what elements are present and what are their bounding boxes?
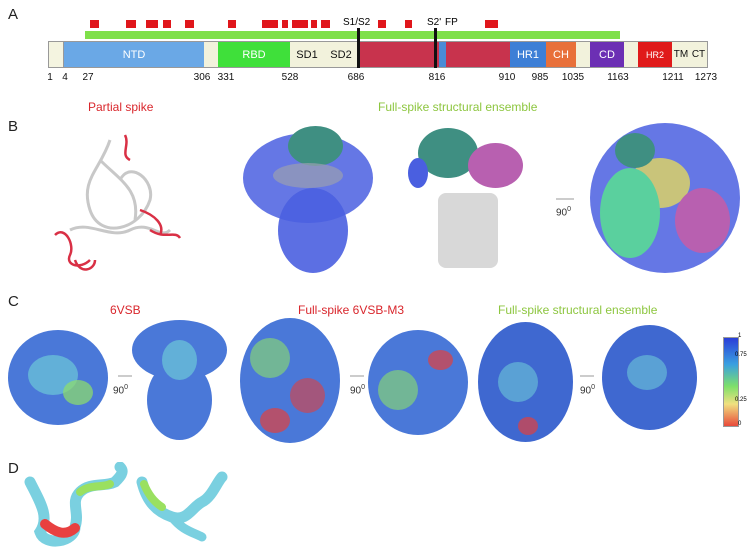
tick-label: 1 bbox=[47, 72, 53, 83]
surface-m3-side bbox=[240, 318, 340, 443]
surface-6vsb-top bbox=[8, 325, 108, 430]
surface-d-left bbox=[24, 462, 128, 547]
red-mark bbox=[228, 20, 236, 28]
tick-label: 985 bbox=[531, 72, 549, 83]
ch-segment: CH bbox=[546, 41, 576, 68]
panel-a-label: A bbox=[8, 6, 19, 23]
c-6vsb-title: 6VSB bbox=[110, 303, 141, 317]
ct-label: CT bbox=[691, 49, 706, 60]
surface-6vsb-side bbox=[132, 320, 227, 440]
ensemble-top-view bbox=[585, 118, 745, 278]
scale-label-bottom: 0 bbox=[738, 421, 742, 427]
sd2-segment: SD2 bbox=[324, 41, 358, 68]
tick-label: 1163 bbox=[607, 72, 629, 83]
tm-segment: TM bbox=[672, 41, 690, 68]
linker-segment bbox=[204, 41, 218, 68]
panel-c-label: C bbox=[8, 293, 19, 310]
red-mark bbox=[321, 20, 330, 28]
red-mark bbox=[405, 20, 412, 28]
rotation-label-c1: 900 bbox=[113, 384, 129, 397]
red-mark bbox=[90, 20, 99, 28]
red-mark bbox=[262, 20, 278, 28]
scale-label-025: 0.25 bbox=[735, 397, 747, 403]
rotation-divider bbox=[580, 375, 594, 377]
ntd-label: NTD bbox=[122, 48, 146, 61]
red-mark bbox=[311, 20, 317, 28]
tick-label: 910 bbox=[498, 72, 516, 83]
c-ensemble-title: Full-spike structural ensemble bbox=[498, 303, 658, 317]
partial-spike-title: Partial spike bbox=[88, 100, 154, 114]
surface-ensemble-top bbox=[602, 325, 697, 430]
ntd-segment: NTD bbox=[64, 41, 204, 68]
rotation-label-b: 900 bbox=[556, 206, 572, 219]
s1s2-label: S1/S2 bbox=[343, 17, 371, 28]
rotation-label-c3: 900 bbox=[580, 384, 596, 397]
tick-label: 4 bbox=[62, 72, 68, 83]
sd1-segment: SD1 bbox=[290, 41, 324, 68]
red-mark bbox=[185, 20, 194, 28]
panel-b-label: B bbox=[8, 118, 19, 135]
tm-label: TM bbox=[673, 49, 689, 60]
sd1-label: SD1 bbox=[296, 48, 318, 61]
red-mark bbox=[378, 20, 386, 28]
tick-label: 528 bbox=[281, 72, 299, 83]
rotation-divider bbox=[556, 198, 574, 200]
hr1-segment: HR1 bbox=[510, 41, 546, 68]
red-mark bbox=[292, 20, 308, 28]
tick-label: 27 bbox=[82, 72, 94, 83]
rbd-segment: RBD bbox=[218, 41, 290, 68]
hr1-label: HR1 bbox=[516, 48, 539, 61]
cd-segment: CD bbox=[590, 41, 624, 68]
cd-label: CD bbox=[599, 48, 615, 61]
s2p-label: S2' bbox=[427, 17, 442, 28]
panel-d-label: D bbox=[8, 460, 19, 477]
coverage-bar bbox=[85, 31, 620, 39]
color-scale-bar bbox=[723, 337, 739, 427]
tick-label: 306 bbox=[193, 72, 211, 83]
s1s2-cleavage-line bbox=[357, 28, 360, 68]
hr2-label: HR2 bbox=[645, 49, 664, 60]
ensemble-side-view bbox=[238, 118, 378, 278]
c-m3-title: Full-spike 6VSB-M3 bbox=[298, 303, 405, 317]
ensemble-side-view-2 bbox=[398, 118, 558, 278]
tick-label: 816 bbox=[428, 72, 446, 83]
surface-m3-top bbox=[368, 330, 468, 435]
red-mark bbox=[146, 20, 158, 28]
rotation-divider bbox=[350, 375, 364, 377]
scale-label-top: 1 bbox=[738, 333, 742, 339]
ensemble-title: Full-spike structural ensemble bbox=[378, 100, 538, 114]
red-mark bbox=[126, 20, 136, 28]
rbd-label: RBD bbox=[242, 48, 266, 61]
sd2-label: SD2 bbox=[330, 48, 352, 61]
tick-label: 331 bbox=[217, 72, 235, 83]
domain-bar-outline bbox=[48, 41, 708, 68]
linker-segment bbox=[576, 41, 590, 68]
tick-label: 686 bbox=[347, 72, 365, 83]
surface-ensemble-side bbox=[478, 322, 573, 442]
scale-label-075: 0.75 bbox=[735, 352, 747, 358]
tick-label: 1035 bbox=[561, 72, 585, 83]
linker-segment bbox=[624, 41, 638, 68]
partial-spike-structure bbox=[54, 134, 182, 271]
tick-label: 1273 bbox=[694, 72, 718, 83]
rotation-label-c2: 900 bbox=[350, 384, 366, 397]
red-mark bbox=[282, 20, 288, 28]
fp-segment bbox=[439, 41, 446, 68]
red-mark bbox=[163, 20, 171, 28]
ch-label: CH bbox=[553, 48, 569, 61]
rotation-divider bbox=[118, 375, 132, 377]
red-mark bbox=[485, 20, 498, 28]
tick-label: 1211 bbox=[662, 72, 684, 83]
hr2-segment: HR2 bbox=[638, 41, 672, 68]
fp-label: FP bbox=[445, 17, 458, 28]
surface-d-right bbox=[136, 471, 228, 542]
s2p-cleavage-line bbox=[434, 28, 437, 68]
